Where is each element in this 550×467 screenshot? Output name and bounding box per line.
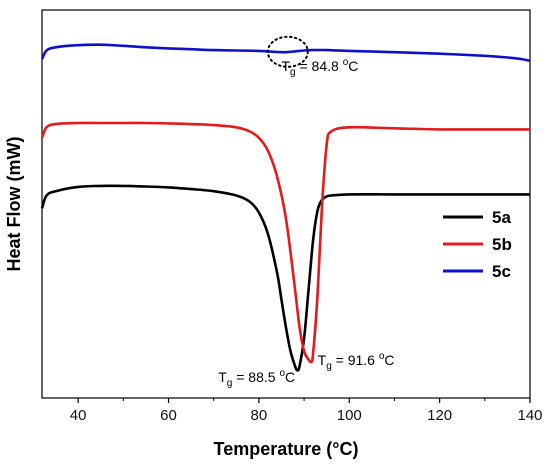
tg-annotation: Tg = 91.6 oC bbox=[318, 351, 395, 372]
series-line-5c bbox=[40, 43, 531, 62]
x-tick-label: 100 bbox=[337, 407, 362, 424]
x-tick-label: 80 bbox=[251, 407, 268, 424]
x-tick-label: 40 bbox=[70, 407, 87, 424]
legend-label-5c: 5c bbox=[492, 262, 511, 281]
x-axis-ticks: 40 60 80 100 120 140 bbox=[70, 398, 543, 424]
legend: 5a 5b 5c bbox=[443, 208, 512, 281]
annotations: Tg = 84.8 oC Tg = 88.5 oC Tg = 91.6 oC bbox=[218, 57, 394, 389]
legend-label-5b: 5b bbox=[492, 235, 512, 254]
series-line-5b bbox=[40, 121, 530, 364]
x-tick-label: 60 bbox=[160, 407, 177, 424]
x-tick-label: 140 bbox=[517, 407, 542, 424]
series-layer bbox=[40, 35, 531, 372]
x-tick-label: 120 bbox=[427, 407, 452, 424]
tg-annotation: Tg = 84.8 oC bbox=[281, 57, 358, 78]
tg-annotation: Tg = 88.5 oC bbox=[218, 368, 295, 389]
legend-label-5a: 5a bbox=[492, 208, 511, 227]
tg-marker-circle bbox=[266, 35, 309, 68]
series-line-5a bbox=[40, 184, 530, 372]
y-axis-title: Heat Flow (mW) bbox=[4, 137, 24, 272]
x-axis-title: Temperature (°C) bbox=[214, 439, 359, 459]
